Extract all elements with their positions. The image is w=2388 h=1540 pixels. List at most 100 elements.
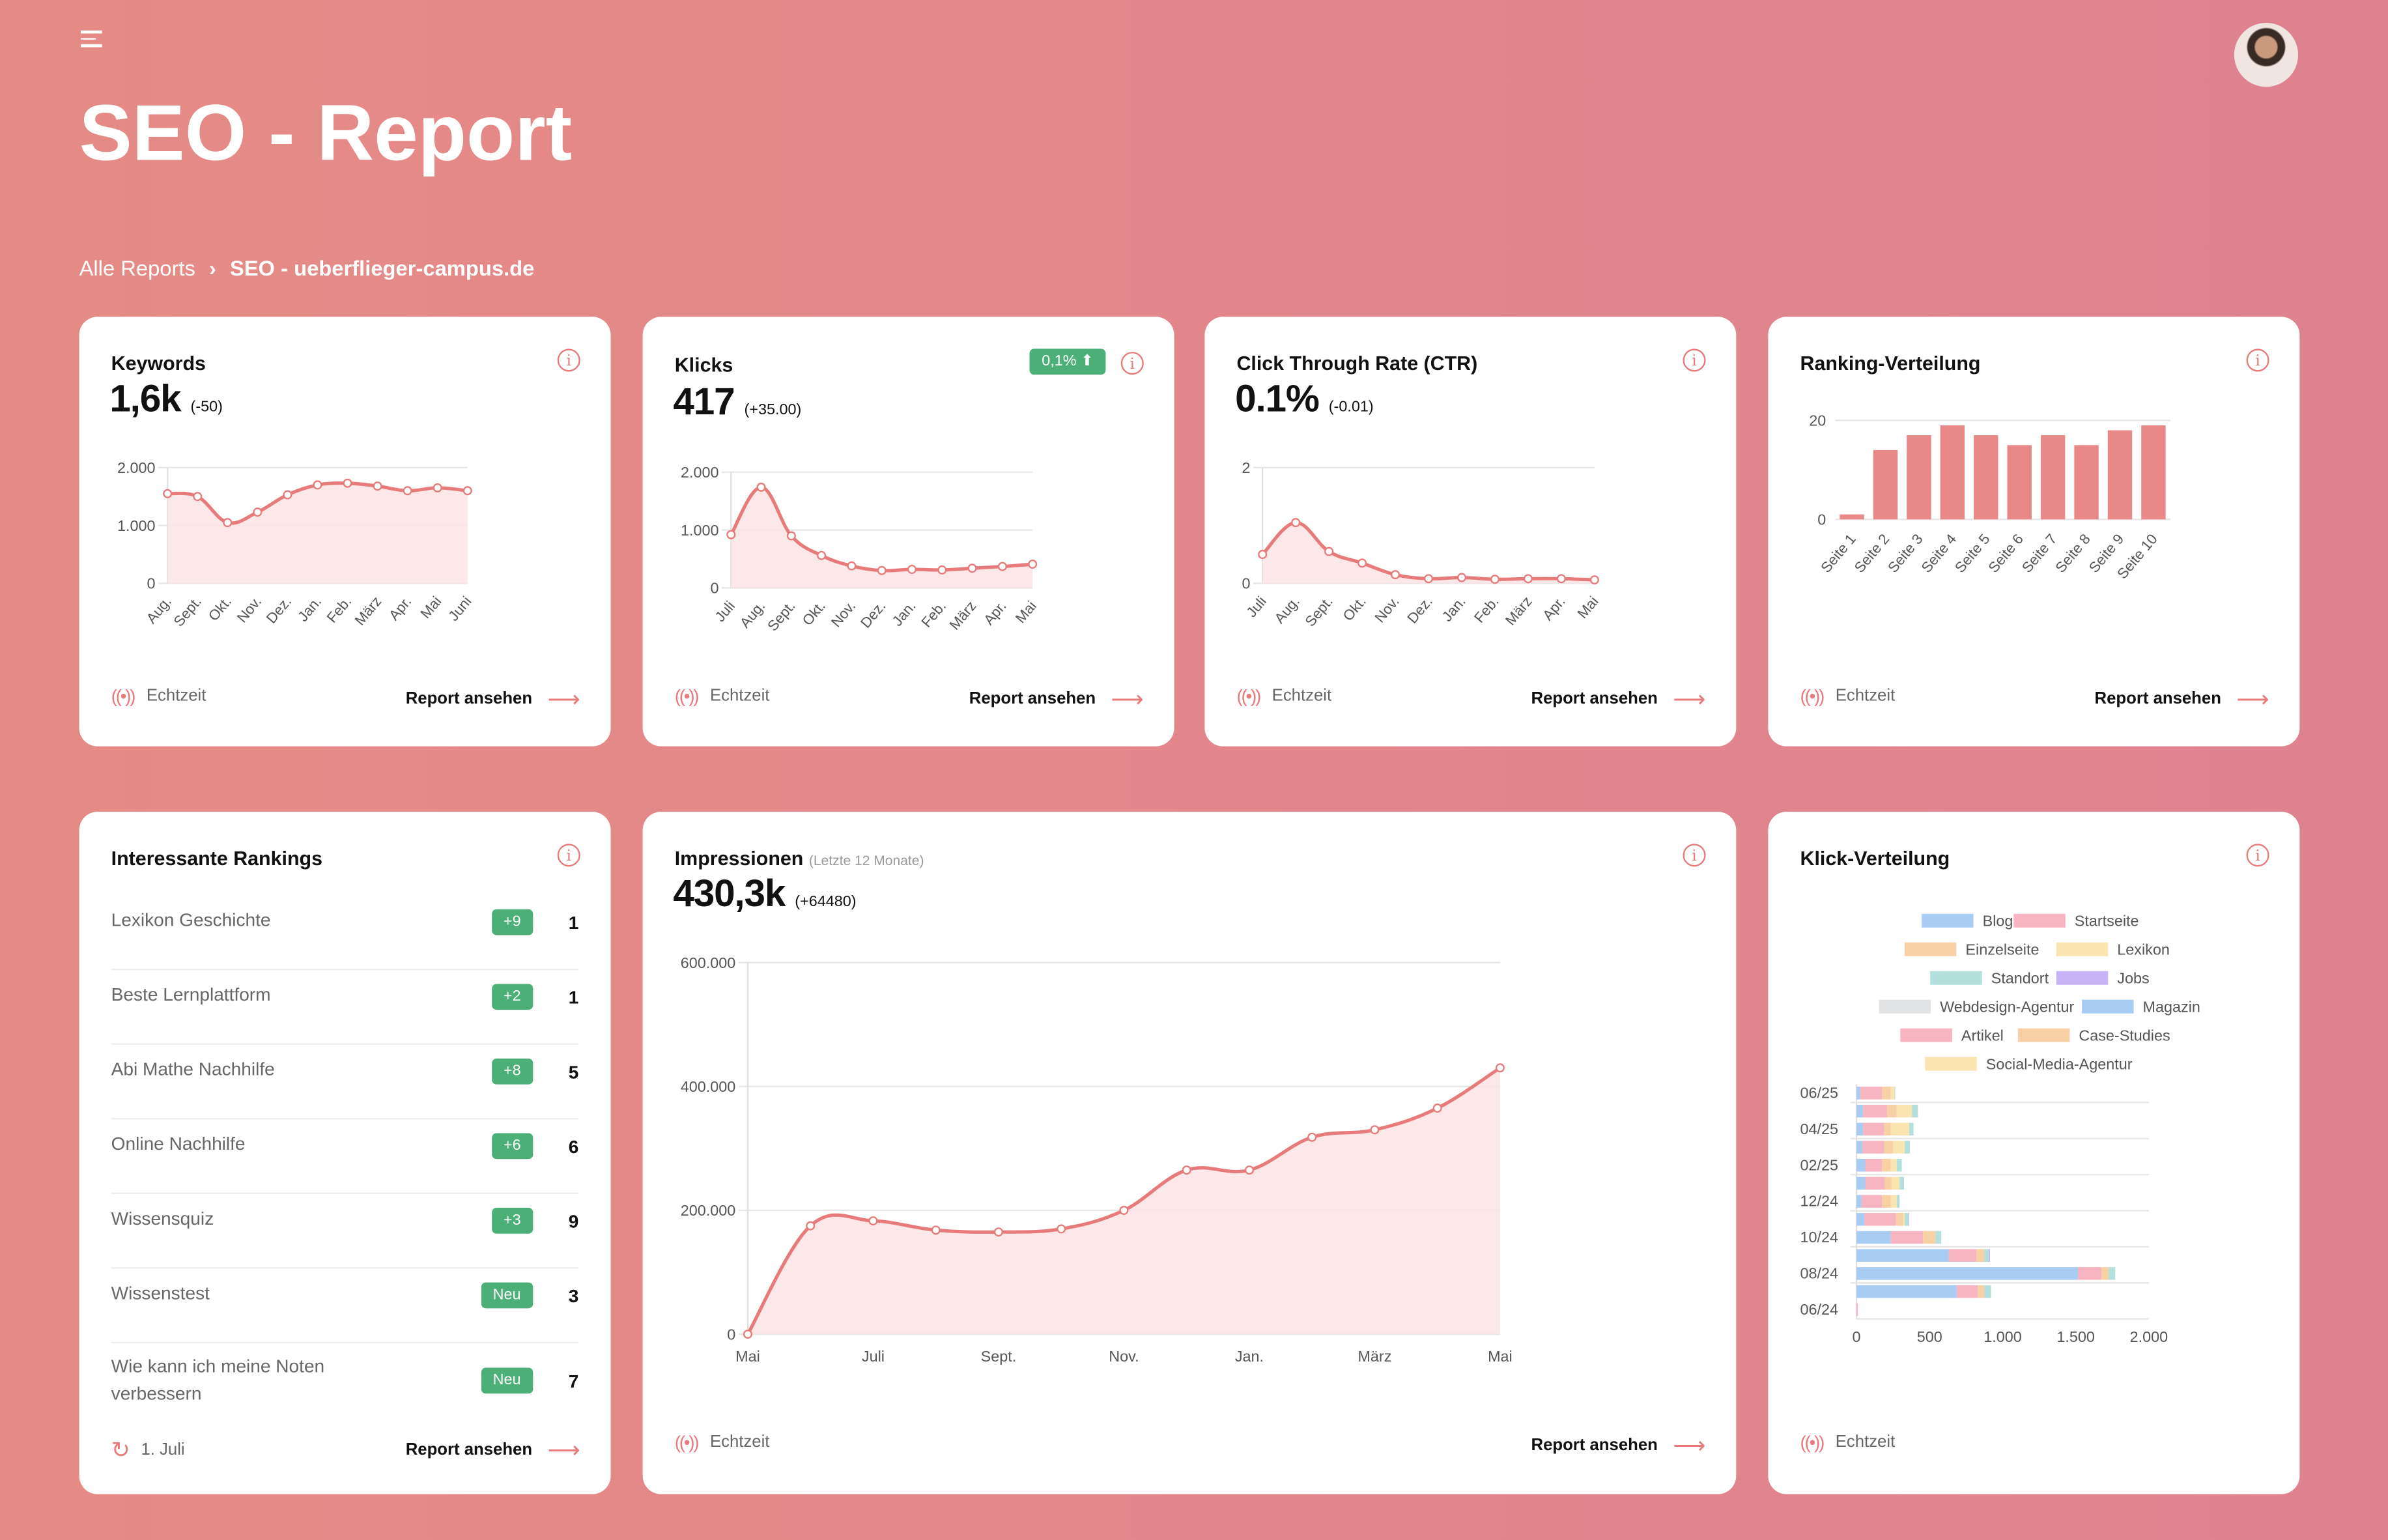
data-point: [193, 492, 203, 502]
change-badge: +3: [491, 1207, 533, 1233]
bar-segment: [1856, 1176, 1866, 1190]
menu-icon[interactable]: [80, 30, 105, 47]
report-link[interactable]: Report ansehen ⟶: [969, 685, 1144, 713]
avatar[interactable]: [2234, 23, 2299, 87]
ranking-position: 3: [568, 1285, 579, 1306]
bar-segment: [1896, 1158, 1902, 1172]
ranking-row[interactable]: Wie kann ich meine Noten verbessern Neu 7: [111, 1341, 579, 1432]
info-icon[interactable]: i: [1683, 844, 1706, 867]
impressionen-card: Impressionen (Letzte 12 Monate) i 430,3k…: [642, 812, 1737, 1494]
x-tick-label: 0: [1853, 1328, 1861, 1345]
live-indicator: ((•)) Echtzeit: [1800, 685, 1896, 707]
data-point: [223, 518, 233, 528]
verteilung-chart: Blog Startseite Einzelseite Lexikon Standort…: [1800, 913, 2200, 1345]
ranking-row[interactable]: Wissenstest Neu 3: [111, 1266, 579, 1343]
area-fill: [167, 483, 468, 584]
data-point: [462, 486, 472, 496]
arrow-right-icon: ⟶: [1673, 687, 1706, 713]
y-tick-label: 0: [147, 575, 155, 592]
card-subtitle: (Letzte 12 Monate): [808, 853, 924, 868]
ranking-position: 6: [568, 1135, 579, 1158]
ranking-row[interactable]: Wissensquiz +3 9: [111, 1192, 579, 1268]
bar: [2007, 445, 2032, 520]
info-icon[interactable]: i: [1120, 352, 1144, 375]
x-tick-label: Jan.: [1439, 593, 1469, 625]
bar-segment: [1856, 1303, 1858, 1317]
clock-icon: ↻: [111, 1438, 130, 1464]
x-tick-label: Nov.: [1109, 1348, 1139, 1365]
y-tick-label: 20: [1809, 412, 1826, 429]
data-point: [1589, 575, 1599, 585]
data-point: [163, 489, 173, 498]
y-tick-label: 02/25: [1800, 1156, 1838, 1173]
info-icon[interactable]: i: [557, 844, 580, 867]
y-tick-label: 0: [1817, 511, 1826, 528]
change-badge: Neu: [480, 1281, 533, 1308]
x-tick-label: Seite 5: [1952, 531, 1993, 576]
report-link[interactable]: Report ansehen ⟶: [1531, 685, 1705, 713]
klicks-card: Klicks 0,1% ⬆ i 417 (+35.00) 0 1.000 2.000…: [642, 317, 1174, 747]
bar-segment: [1865, 1176, 1885, 1190]
keyword-name: Wissenstest: [111, 1281, 210, 1304]
bar-segment: [1899, 1176, 1904, 1190]
bar-segment: [1893, 1141, 1905, 1154]
y-tick-label: 2.000: [117, 459, 156, 476]
data-point: [313, 480, 322, 490]
page-title: SEO - Report: [79, 89, 573, 178]
x-tick-label: Mai: [735, 1348, 760, 1365]
breadcrumb-current: SEO - ueberflieger-campus.de: [229, 255, 535, 281]
bar-segment: [1948, 1249, 1977, 1262]
info-icon[interactable]: i: [1683, 349, 1706, 372]
y-tick-label: 0: [1242, 575, 1250, 592]
info-icon[interactable]: i: [2246, 349, 2269, 372]
y-tick-label: 12/24: [1800, 1193, 1838, 1210]
y-tick-label: 0: [727, 1326, 735, 1343]
metric-delta: (+35.00): [744, 402, 802, 419]
data-point: [1370, 1125, 1380, 1135]
report-link[interactable]: Report ansehen ⟶: [2095, 685, 2269, 713]
keyword-name: Wie kann ich meine Noten verbessern: [111, 1356, 325, 1405]
broadcast-icon: ((•)): [1236, 685, 1261, 707]
x-tick-label: Seite 2: [1851, 531, 1893, 576]
ranking-row[interactable]: Abi Mathe Nachhilfe +8 5: [111, 1043, 579, 1119]
legend-label: Magazin: [2143, 998, 2200, 1015]
bar-segment: [1856, 1122, 1864, 1136]
bar-segment: [2109, 1267, 2116, 1280]
broadcast-icon: ((•)): [111, 685, 136, 707]
ranking-row[interactable]: Beste Lernplattform +2 1: [111, 969, 579, 1045]
x-tick-label: Mai: [417, 593, 444, 621]
bar-segment: [1891, 1176, 1900, 1190]
x-tick-label: März: [352, 593, 385, 629]
y-tick-label: 400.000: [681, 1078, 736, 1095]
legend-label: Case-Studies: [2079, 1027, 2170, 1044]
broadcast-icon: ((•)): [1800, 685, 1825, 707]
bar-segment: [1935, 1231, 1942, 1244]
legend-label: Social-Media-Agentur: [1986, 1055, 2133, 1072]
x-tick-label: Dez.: [857, 598, 888, 631]
ranking-row[interactable]: Online Nachhilfe +6 6: [111, 1117, 579, 1194]
x-tick-label: Mai: [1012, 598, 1040, 626]
report-link[interactable]: Report ansehen ⟶: [406, 1436, 580, 1464]
legend-swatch: [1922, 913, 1974, 928]
data-point: [937, 565, 947, 575]
bar-segment: [1884, 1141, 1894, 1154]
data-point: [726, 530, 736, 539]
metric-delta: (-50): [190, 399, 223, 416]
info-icon[interactable]: i: [557, 349, 580, 372]
bar-segment: [1905, 1141, 1910, 1154]
ranking-position: 7: [568, 1371, 579, 1393]
breadcrumb-root[interactable]: Alle Reports: [79, 255, 195, 281]
report-link[interactable]: Report ansehen ⟶: [406, 685, 580, 713]
arrow-right-icon: ⟶: [2236, 687, 2269, 713]
arrow-right-icon: ⟶: [1673, 1433, 1706, 1459]
card-title: Click Through Rate (CTR): [1236, 352, 1478, 375]
bar: [2107, 430, 2133, 520]
data-point: [806, 1221, 816, 1231]
data-point: [1244, 1165, 1254, 1175]
report-link[interactable]: Report ansehen ⟶: [1531, 1432, 1705, 1459]
info-icon[interactable]: i: [2246, 844, 2269, 867]
arrow-right-icon: ⟶: [547, 1438, 580, 1464]
bar: [2040, 435, 2066, 520]
x-tick-label: Jan.: [889, 598, 919, 629]
ranking-row[interactable]: Lexikon Geschichte +9 1: [111, 894, 579, 971]
